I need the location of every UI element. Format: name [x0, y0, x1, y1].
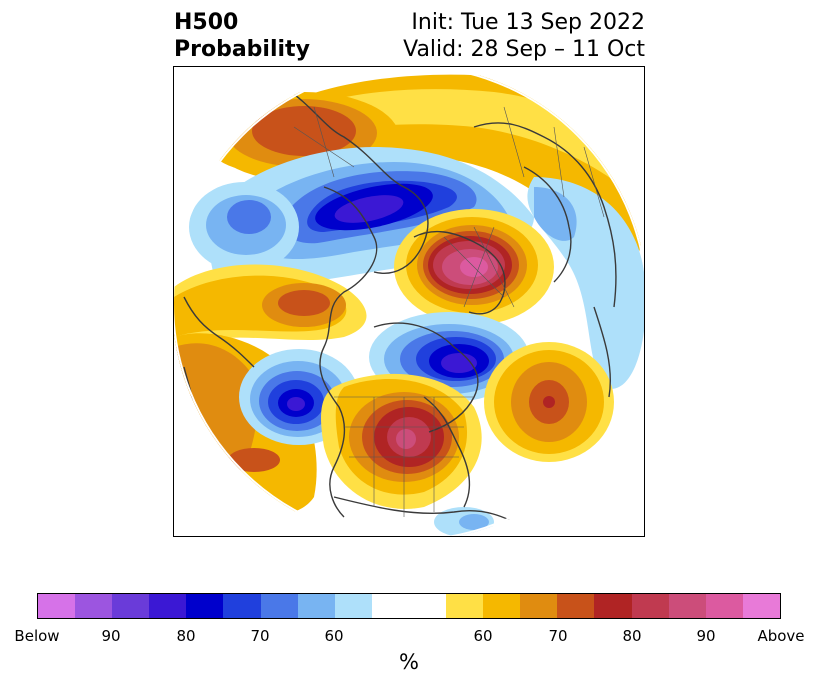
warm-anomaly-atlantic	[484, 342, 614, 462]
colorbar-swatch	[38, 594, 76, 618]
colorbar-swatch	[742, 594, 780, 618]
warm-anomaly-pacific	[174, 264, 367, 347]
colorbar-swatch	[705, 594, 743, 618]
cold-anomaly-east-inner	[534, 187, 577, 241]
colorbar-swatch	[668, 594, 706, 618]
title-product: Probability	[174, 37, 310, 62]
probability-map	[173, 66, 645, 537]
colorbar-swatch	[75, 594, 113, 618]
colorbar-tick-label: 60	[473, 627, 493, 645]
colorbar-tick-label: 80	[622, 627, 642, 645]
coastlines	[183, 86, 617, 528]
colorbar-swatch	[557, 594, 595, 618]
cold-anomaly-west	[189, 182, 299, 272]
colorbar-swatch	[297, 594, 335, 618]
warm-anomaly-southwest-core	[228, 448, 280, 472]
colorbar-swatch	[260, 594, 298, 618]
colorbar-tick-label: 60	[324, 627, 344, 645]
colorbar-tick-label: 70	[250, 627, 270, 645]
colorbar-unit: %	[399, 650, 419, 674]
colorbar-swatch	[112, 594, 150, 618]
colorbar-swatch	[371, 594, 409, 618]
init-date: Init: Tue 13 Sep 2022	[411, 10, 645, 35]
map-canvas	[174, 67, 644, 536]
colorbar-tick-label: 70	[548, 627, 568, 645]
valid-period: Valid: 28 Sep – 11 Oct	[403, 37, 645, 62]
colorbar-swatch	[446, 594, 484, 618]
colorbar-swatch	[408, 594, 447, 618]
colorbar	[37, 593, 781, 619]
title-left: H500 Probability	[174, 9, 310, 63]
colorbar-tick-label: Above	[757, 627, 805, 645]
colorbar-tick-label: Below	[14, 627, 60, 645]
title-variable: H500	[174, 10, 239, 35]
colorbar-swatch	[334, 594, 372, 618]
title-right: Init: Tue 13 Sep 2022 Valid: 28 Sep – 11…	[403, 9, 645, 63]
colorbar-tick-label: 90	[696, 627, 716, 645]
political-borders	[293, 106, 605, 517]
colorbar-swatch	[594, 594, 632, 618]
colorbar-tick-label: 80	[176, 627, 196, 645]
colorbar-swatch	[223, 594, 261, 618]
colorbar-tick-label: 90	[101, 627, 121, 645]
colorbar-swatch	[520, 594, 558, 618]
colorbar-swatch	[149, 594, 187, 618]
cold-anomaly-subtropics-inner	[459, 514, 489, 530]
colorbar-swatch	[631, 594, 669, 618]
colorbar-swatch	[483, 594, 521, 618]
colorbar-swatch	[186, 594, 224, 618]
